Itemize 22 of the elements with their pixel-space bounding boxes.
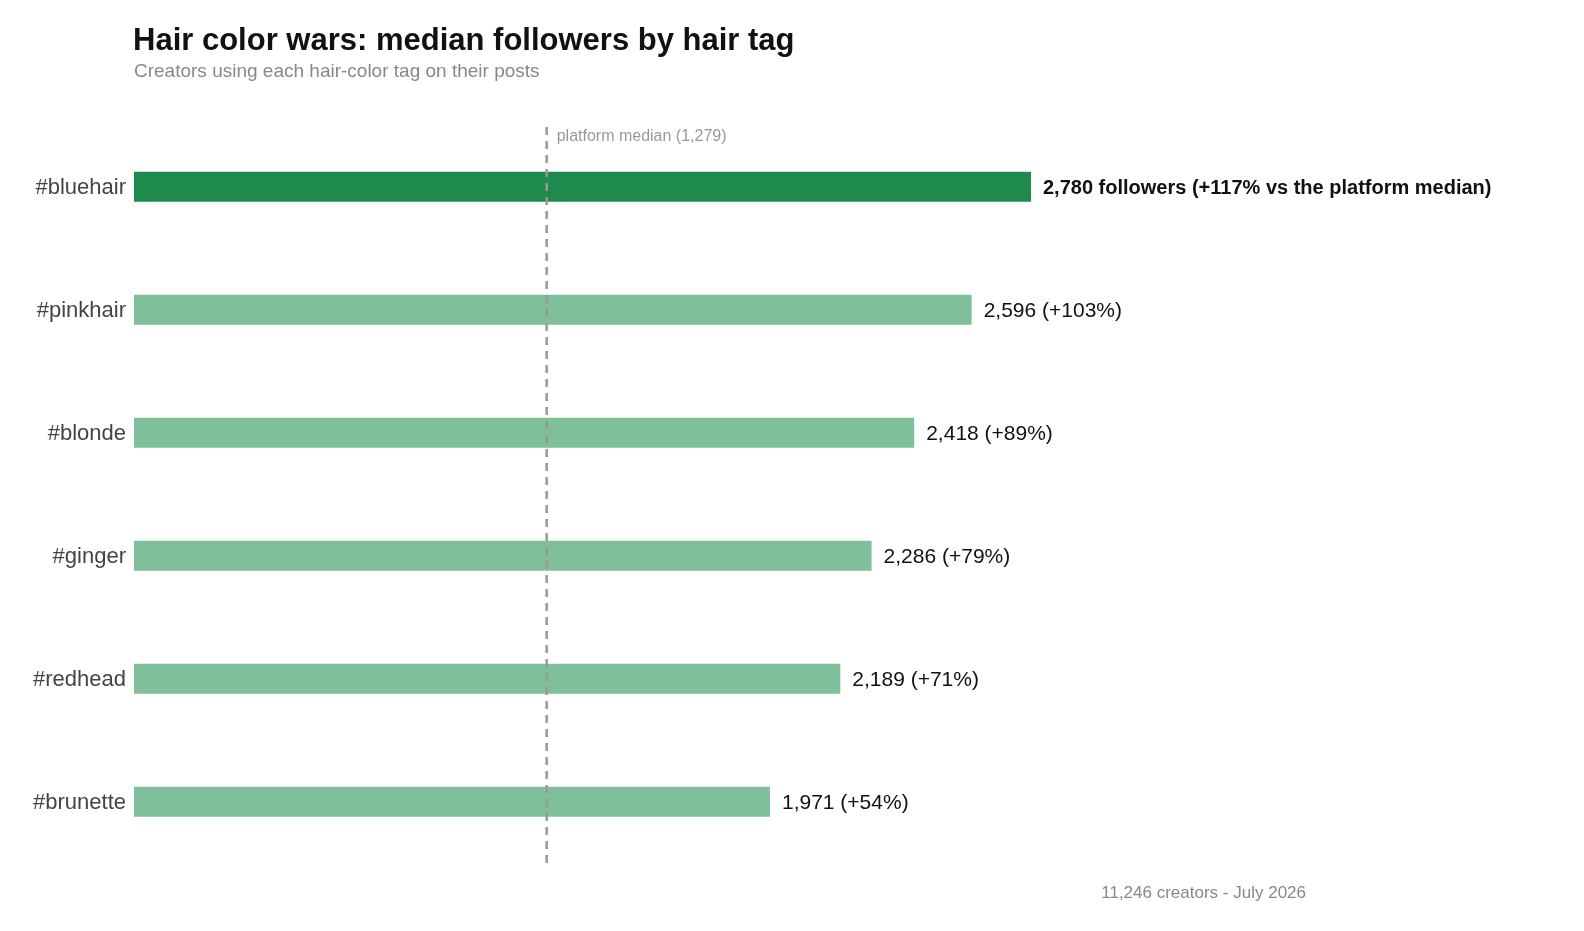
bar <box>134 786 770 817</box>
text: 11,246 creators - July 2026 <box>1100 883 1306 903</box>
y-tick-label: #bluehair <box>35 174 126 200</box>
y-tick-label: #blonde <box>47 420 126 446</box>
chart-subtitle: Creators using each hair-color tag on their posts <box>134 60 540 82</box>
y-tick-label: #redhead <box>33 666 126 692</box>
ref-line-label: platform median (1,279) <box>556 127 727 144</box>
y-tick-label: #pinkhair <box>36 297 126 323</box>
bar <box>134 540 872 571</box>
y-tick-label: #brunette <box>33 789 126 815</box>
data-label: 2,189 (+71%) <box>852 667 979 691</box>
bar <box>134 417 915 448</box>
data-label: 2,286 (+79%) <box>883 544 1011 568</box>
chart-title: Hair color wars: median followers by hair tag <box>133 22 795 58</box>
data-label: 2,596 (+103%) <box>983 298 1122 322</box>
bar <box>134 294 972 325</box>
bar <box>134 663 841 694</box>
data-label: 2,418 (+89%) <box>926 421 1053 445</box>
data-label: 1,971 (+54%) <box>781 790 909 814</box>
y-tick-label: #ginger <box>52 543 126 569</box>
bar <box>134 171 1031 202</box>
data-label: 2,780 followers (+117% vs the platform median) <box>1043 175 1492 198</box>
